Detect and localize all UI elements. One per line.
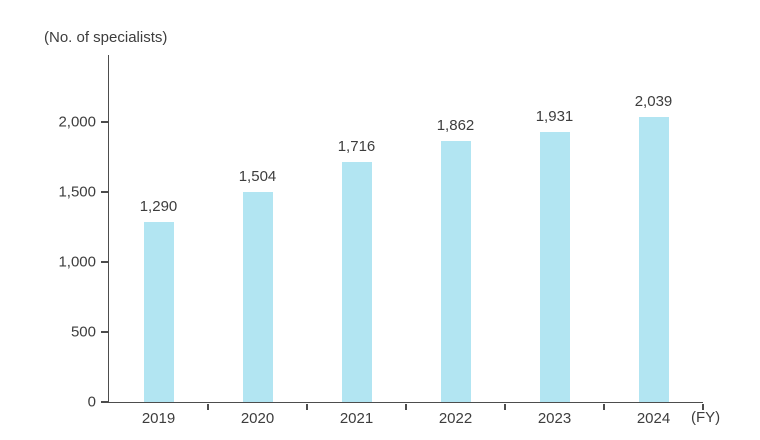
x-tick-mark — [207, 403, 209, 410]
bar — [638, 116, 669, 402]
x-tick-label: 2021 — [339, 410, 374, 427]
y-tick-mark — [101, 401, 108, 403]
bar-value-label: 1,716 — [337, 137, 376, 155]
y-tick-label: 1,500 — [58, 183, 96, 201]
chart-title: (No. of specialists) — [44, 29, 168, 46]
bar-value-label: 1,862 — [436, 117, 475, 135]
x-tick-mark — [306, 403, 308, 410]
bar — [341, 161, 372, 402]
x-tick-label: 2019 — [141, 410, 176, 427]
bar — [440, 141, 471, 402]
x-tick-label: 2020 — [240, 410, 275, 427]
bar-value-label: 2,039 — [634, 92, 673, 110]
x-tick-mark — [504, 403, 506, 410]
x-tick-label: 2023 — [537, 410, 572, 427]
y-tick-label: 1,000 — [58, 253, 96, 271]
y-tick-mark — [101, 191, 108, 193]
bar-value-label: 1,931 — [535, 107, 574, 125]
x-tick-mark — [405, 403, 407, 410]
bar — [539, 131, 570, 402]
y-tick-label: 0 — [87, 393, 96, 411]
plot-area: 0 500 1,000 1,500 2,000 1,290 2019 1,504 2020 1,7… — [58, 55, 704, 427]
bar — [143, 221, 174, 402]
y-tick-mark — [101, 261, 108, 263]
x-axis-unit-label: (FY) — [691, 409, 721, 426]
x-tick-label: 2024 — [636, 410, 671, 427]
y-tick-mark — [101, 331, 108, 333]
x-tick-label: 2022 — [438, 410, 473, 427]
x-tick-mark — [603, 403, 605, 410]
y-tick-label: 2,000 — [58, 113, 96, 131]
bar-value-label: 1,504 — [238, 167, 277, 185]
y-tick-label: 500 — [70, 323, 96, 341]
bar — [242, 191, 273, 402]
x-tick-mark — [702, 403, 704, 410]
bar-value-label: 1,290 — [139, 197, 178, 215]
y-tick-mark — [101, 121, 108, 123]
